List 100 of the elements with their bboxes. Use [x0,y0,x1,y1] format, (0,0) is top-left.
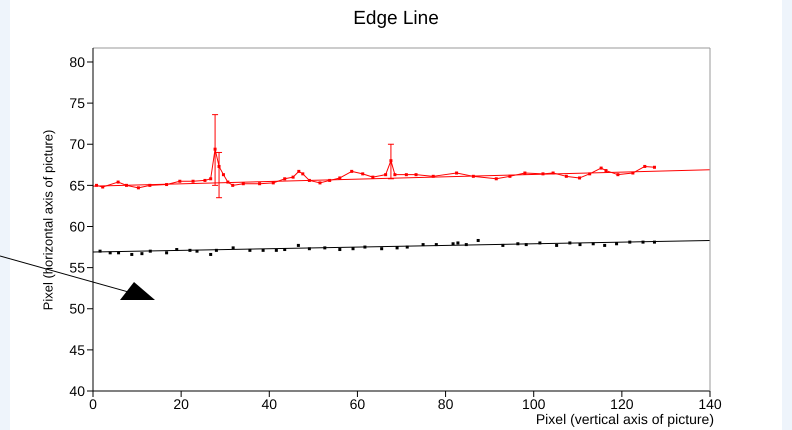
point [652,166,656,169]
point [642,240,645,244]
point [308,247,311,250]
y-tick-label: 50 [69,300,86,317]
point [501,244,504,247]
point [404,173,408,176]
point [631,172,634,175]
point [248,248,252,252]
point [615,242,618,246]
point [272,181,275,184]
x-tick-label: 80 [438,396,454,412]
point [328,178,332,182]
point [323,246,326,250]
point [308,178,311,182]
point [188,248,192,252]
point [371,176,374,179]
x-tick-label: 20 [173,396,190,412]
point [283,248,286,252]
point [242,182,245,186]
point [578,176,582,180]
point [652,240,656,244]
point [203,178,206,182]
point [297,170,300,173]
point [555,244,558,247]
point [165,251,168,254]
point [541,172,544,176]
point [148,184,152,187]
point [393,173,396,176]
point [232,246,235,250]
point [116,180,120,184]
point [192,180,195,183]
point [218,164,221,168]
point [578,243,582,246]
point [108,251,112,254]
point [117,251,120,254]
point [222,173,225,176]
y-tick-label: 55 [69,260,86,276]
point [552,172,555,175]
point [643,164,646,168]
point [338,248,342,252]
point [380,247,384,250]
point [600,166,603,170]
point [209,177,212,180]
point [292,176,295,179]
point [148,250,152,253]
point [175,248,178,252]
point [389,159,392,162]
point [214,248,218,252]
point [516,242,520,246]
point [406,246,409,249]
point [178,180,182,183]
point [476,238,480,242]
point [464,243,468,246]
y-tick-label: 80 [69,54,86,70]
y-tick-label: 60 [69,218,86,234]
point [455,172,458,175]
point [494,177,498,180]
point [603,244,606,247]
point [318,181,322,184]
x-tick-label: 60 [350,396,366,412]
point [95,184,98,187]
point [524,243,528,246]
point [350,170,354,173]
point [414,173,418,176]
x-tick-label: 140 [698,396,722,412]
point [588,172,592,176]
point [283,177,286,180]
point [140,252,144,256]
point [472,174,475,178]
point [538,241,542,244]
point [196,250,199,253]
point [98,250,102,253]
x-tick-label: 100 [522,396,546,412]
point [209,252,212,256]
point [136,186,140,190]
point [564,174,568,178]
y-tick-label: 40 [69,382,86,399]
point [130,252,134,256]
point [258,182,262,186]
x-tick-label: 120 [610,396,634,412]
point [361,172,364,176]
point [101,186,104,189]
point [384,173,388,176]
point [628,240,632,244]
point [616,173,620,176]
y-tick-label: 45 [69,342,86,358]
point [352,247,355,250]
point [422,243,425,246]
x-axis-title: Pixel (vertical axis of picture) [536,411,714,427]
point [301,172,304,176]
point [338,176,342,180]
point [296,244,300,247]
chart-title: Edge Line [352,8,440,30]
y-axis-title: Pixel (horizontal axis of picture) [40,130,56,310]
y-tick-label: 70 [69,136,86,152]
point [226,180,230,184]
point [262,248,265,252]
point [363,246,366,249]
point [434,243,438,246]
y-tick-label: 75 [69,95,86,112]
